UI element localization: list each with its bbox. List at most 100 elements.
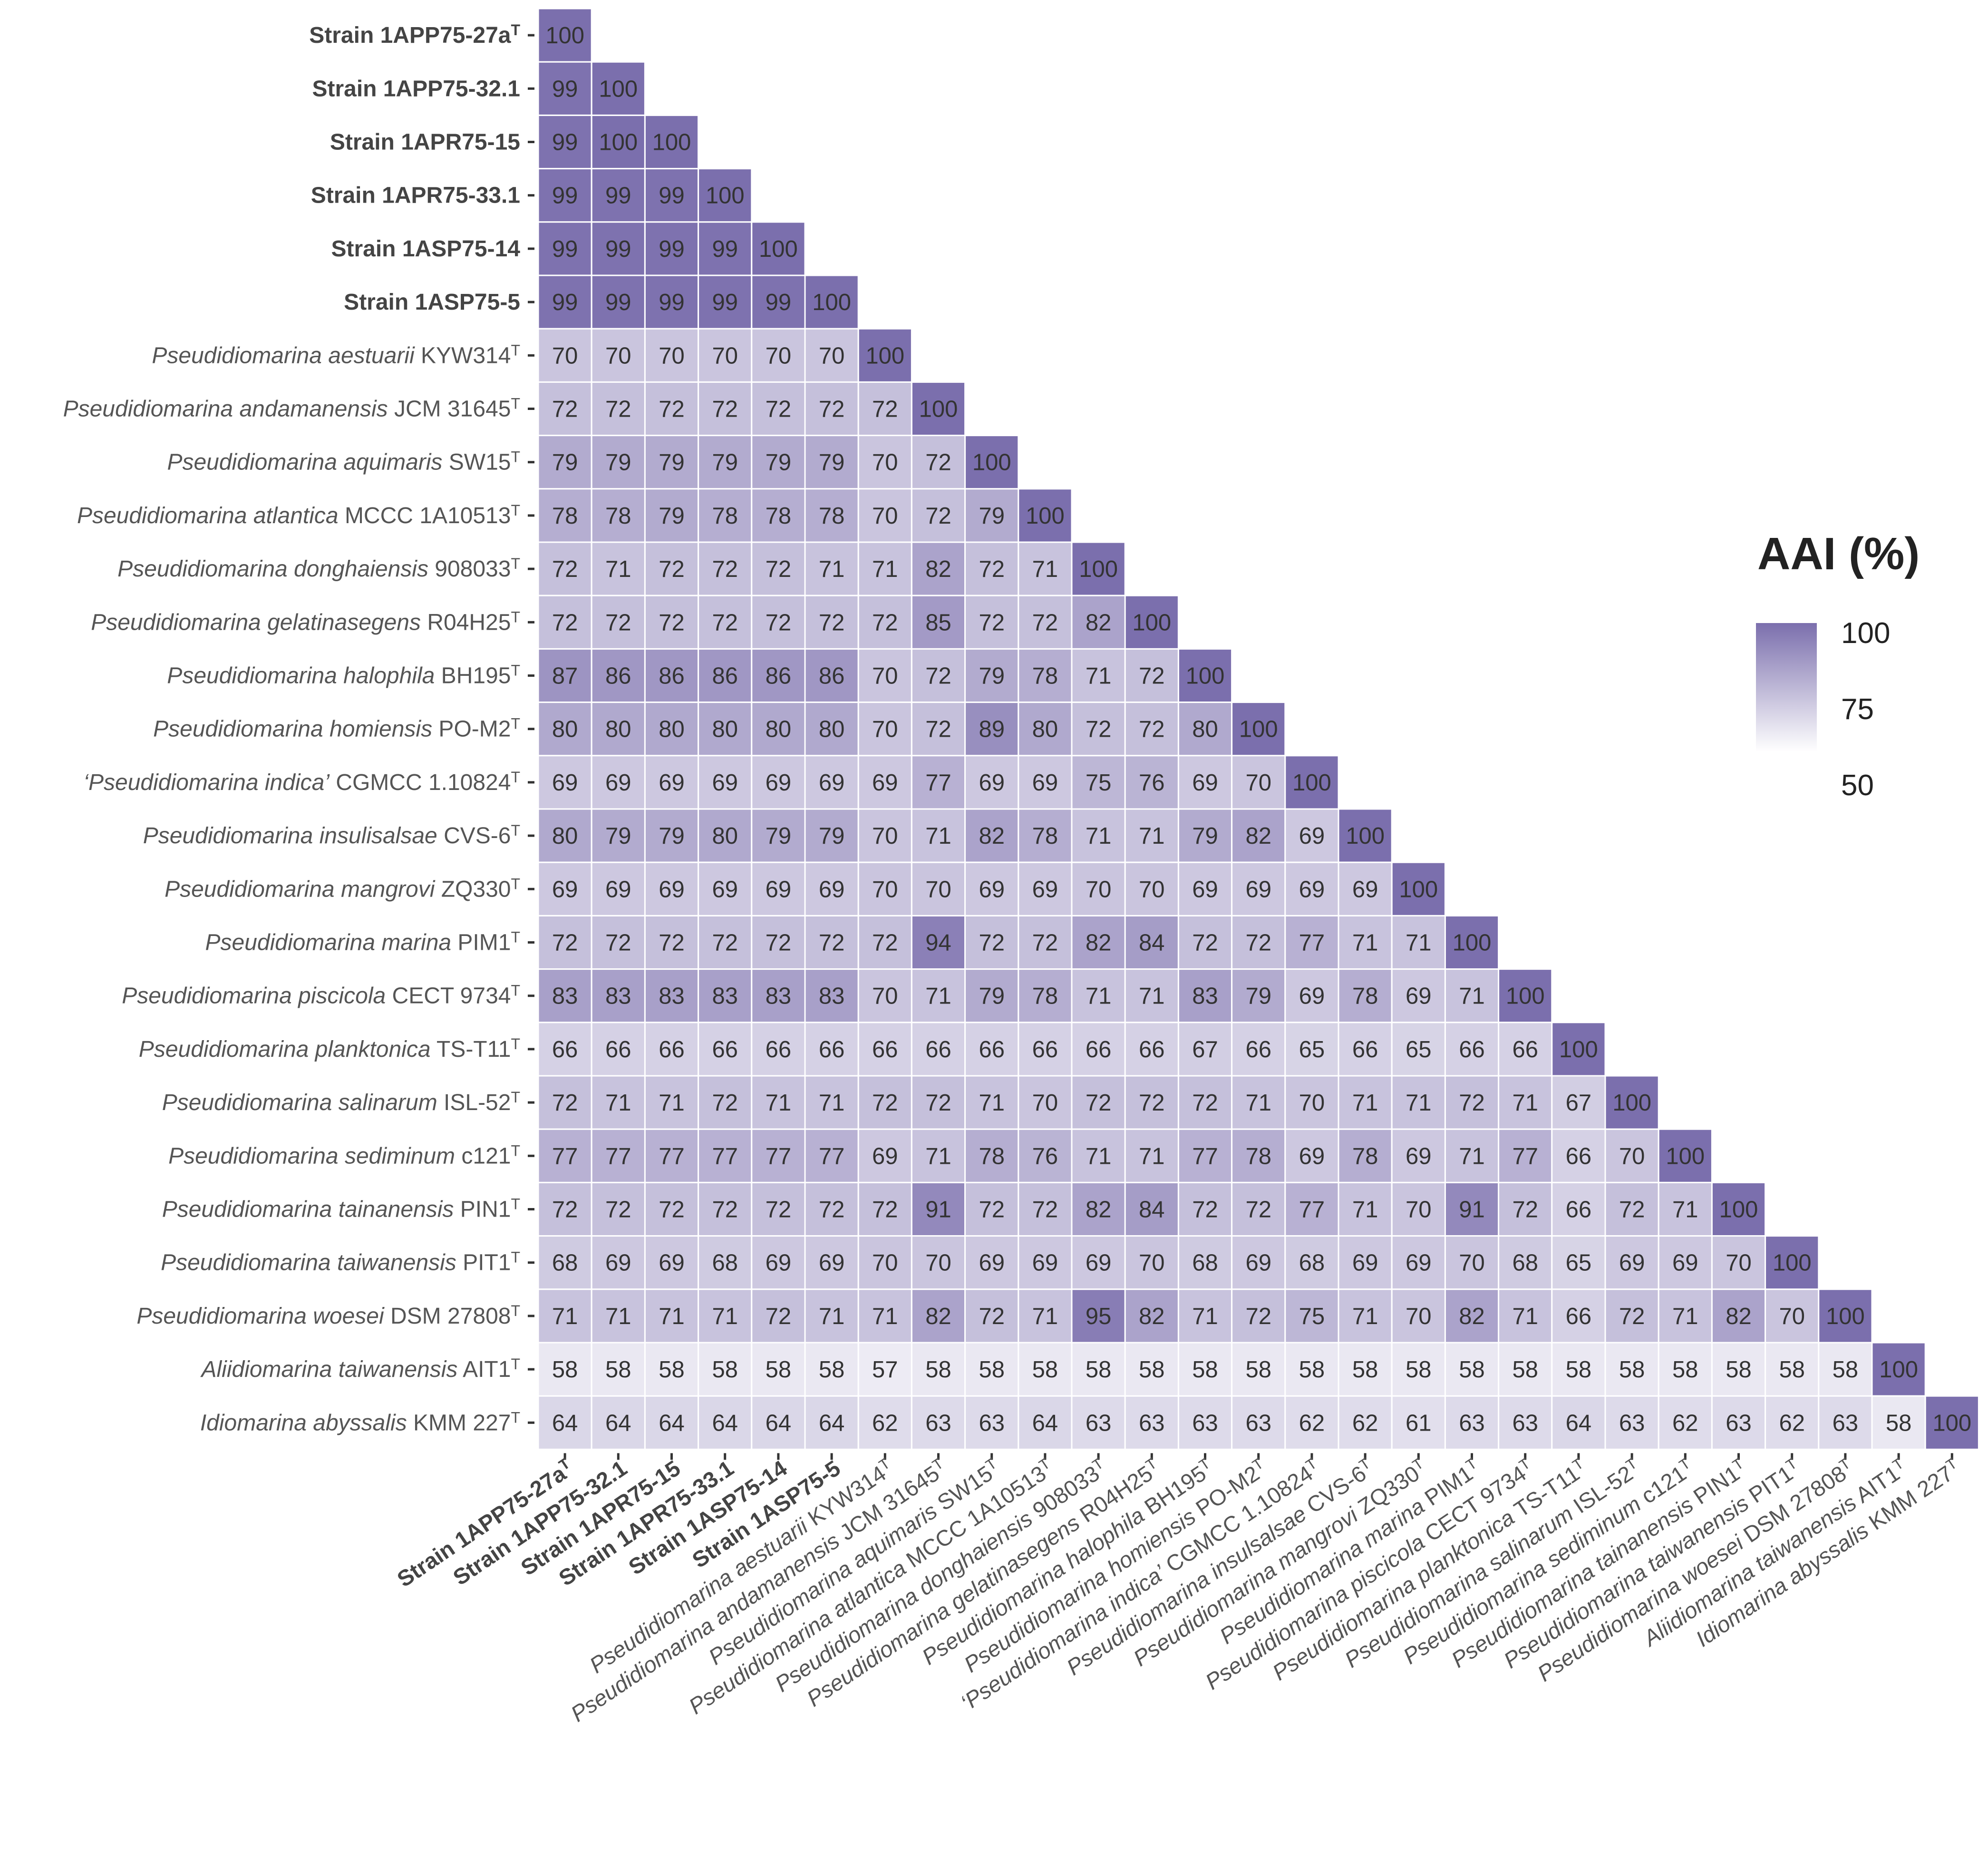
heatmap-cell bbox=[698, 435, 753, 490]
cell-value: 82 bbox=[925, 556, 951, 582]
cell-value: 99 bbox=[712, 290, 738, 315]
heatmap-cell bbox=[698, 1288, 753, 1344]
heatmap-cell bbox=[857, 595, 912, 650]
cell-value: 79 bbox=[552, 450, 578, 476]
heatmap-cell bbox=[751, 1235, 806, 1290]
heatmap-cell bbox=[537, 61, 592, 116]
cell-value: 70 bbox=[872, 984, 898, 1009]
cell-value: 58 bbox=[1619, 1357, 1645, 1383]
cell-value: 64 bbox=[819, 1410, 845, 1436]
heatmap-cell bbox=[751, 435, 806, 490]
cell-value: 84 bbox=[1139, 1197, 1165, 1223]
heatmap-cell bbox=[698, 1342, 753, 1397]
cell-value: 71 bbox=[712, 1304, 738, 1329]
cell-value: 83 bbox=[819, 984, 845, 1009]
cell-value: 78 bbox=[1352, 984, 1378, 1009]
cell-value: 72 bbox=[979, 1197, 1005, 1223]
cell-value: 78 bbox=[1032, 663, 1058, 689]
cell-value: 84 bbox=[1139, 930, 1165, 956]
cell-value: 70 bbox=[925, 877, 951, 902]
cell-value: 70 bbox=[1779, 1304, 1805, 1329]
cell-value: 71 bbox=[1352, 1197, 1378, 1223]
row-label: Pseudidiomarina mangrovi ZQ330T bbox=[165, 875, 520, 902]
cell-value: 72 bbox=[925, 1090, 951, 1116]
cell-value: 100 bbox=[1453, 930, 1492, 956]
cell-value: 82 bbox=[1726, 1304, 1752, 1329]
cell-value: 66 bbox=[1566, 1197, 1592, 1223]
heatmap-cell bbox=[751, 381, 806, 437]
cell-value: 71 bbox=[1086, 663, 1112, 689]
cell-value: 77 bbox=[766, 1143, 792, 1169]
cell-value: 58 bbox=[1886, 1410, 1912, 1436]
cell-value: 64 bbox=[605, 1410, 631, 1436]
cell-value: 72 bbox=[979, 556, 1005, 582]
heatmap-cell bbox=[1231, 755, 1286, 810]
heatmap-cell bbox=[751, 915, 806, 970]
cell-value: 63 bbox=[1459, 1410, 1485, 1436]
cell-value: 69 bbox=[605, 770, 631, 796]
heatmap-cell bbox=[1551, 1075, 1606, 1130]
heatmap-cell bbox=[857, 808, 912, 863]
type-strain-superscript: T bbox=[511, 715, 520, 732]
heatmap-cell bbox=[537, 488, 592, 543]
cell-value: 67 bbox=[1192, 1037, 1218, 1062]
cell-value: 69 bbox=[1032, 770, 1058, 796]
cell-value: 64 bbox=[1032, 1410, 1058, 1436]
cell-value: 80 bbox=[712, 717, 738, 742]
heatmap-cell bbox=[1338, 808, 1393, 863]
cell-value: 63 bbox=[1833, 1410, 1859, 1436]
heatmap-cell bbox=[1018, 968, 1073, 1023]
heatmap-cell bbox=[591, 1022, 646, 1077]
heatmap-cell bbox=[804, 328, 859, 383]
cell-value: 80 bbox=[659, 717, 685, 742]
heatmap-cell bbox=[1818, 1395, 1873, 1450]
cell-value: 72 bbox=[1245, 1304, 1271, 1329]
taxon-name: Pseudidiomarina andamanensis bbox=[63, 397, 388, 422]
cell-value: 82 bbox=[979, 823, 1005, 849]
cell-value: 72 bbox=[766, 397, 792, 422]
heatmap-cell bbox=[1658, 1342, 1713, 1397]
cell-value: 71 bbox=[1406, 930, 1432, 956]
heatmap-cell bbox=[1658, 1181, 1713, 1237]
cell-value: 62 bbox=[1672, 1410, 1698, 1436]
cell-value: 79 bbox=[979, 503, 1005, 529]
heatmap-cell bbox=[911, 541, 966, 596]
heatmap-cell bbox=[537, 8, 592, 63]
heatmap-cell bbox=[537, 702, 592, 757]
taxon-name: Pseudidiomarina aquimaris bbox=[167, 450, 442, 475]
heatmap-cell bbox=[537, 1075, 592, 1130]
cell-value: 70 bbox=[1139, 877, 1165, 902]
cell-value: 69 bbox=[1245, 1250, 1271, 1276]
cell-value: 100 bbox=[1399, 877, 1438, 902]
row-label: Strain 1APP75-32.1 bbox=[312, 76, 520, 101]
heatmap-cell bbox=[964, 702, 1019, 757]
cell-value: 99 bbox=[659, 290, 685, 315]
cell-value: 69 bbox=[1406, 984, 1432, 1009]
heatmap-cell bbox=[537, 968, 592, 1023]
cell-value: 72 bbox=[979, 930, 1005, 956]
heatmap-cell bbox=[591, 328, 646, 383]
heatmap-cell bbox=[857, 381, 912, 437]
heatmap-cell bbox=[751, 221, 806, 276]
cell-value: 72 bbox=[712, 1090, 738, 1116]
cell-value: 72 bbox=[552, 397, 578, 422]
type-strain-superscript: T bbox=[511, 555, 520, 572]
cell-value: 82 bbox=[1086, 1197, 1112, 1223]
heatmap-cell bbox=[1177, 808, 1233, 863]
heatmap-cell bbox=[698, 221, 753, 276]
heatmap-cell bbox=[644, 1395, 699, 1450]
heatmap-cell bbox=[1498, 1235, 1553, 1290]
heatmap-cell bbox=[1551, 1235, 1606, 1290]
strain-code: JCM 31645 bbox=[388, 397, 511, 422]
cell-value: 72 bbox=[766, 1304, 792, 1329]
heatmap-cell bbox=[964, 1022, 1019, 1077]
heatmap-cell bbox=[804, 808, 859, 863]
heatmap-cell bbox=[1444, 1288, 1500, 1344]
cell-value: 83 bbox=[552, 984, 578, 1009]
cell-value: 63 bbox=[925, 1410, 951, 1436]
strain-code: Strain 1APR75-15 bbox=[330, 130, 520, 155]
cell-value: 80 bbox=[819, 717, 845, 742]
heatmap-cell bbox=[644, 1181, 699, 1237]
heatmap-cell bbox=[1551, 1128, 1606, 1183]
heatmap-cell bbox=[591, 435, 646, 490]
